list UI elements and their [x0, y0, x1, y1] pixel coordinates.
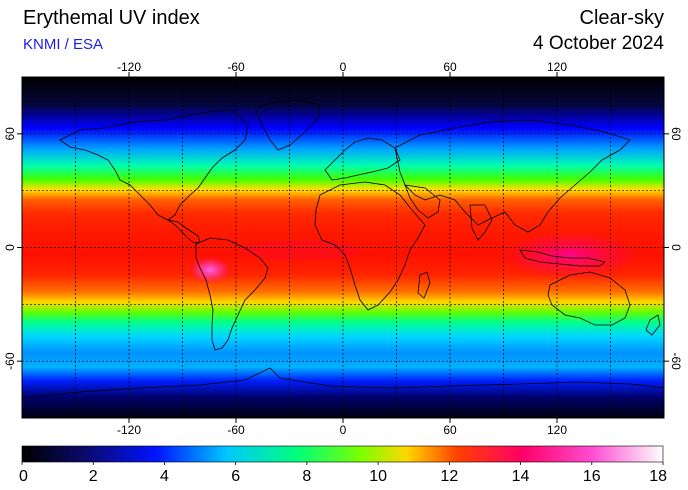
colorbar-label: 14 — [512, 468, 530, 485]
colorbar-frame — [21, 445, 664, 463]
arabia-coast — [404, 184, 441, 219]
colorbar: 0 2 4 6 8 10 12 14 16 18 — [19, 445, 667, 485]
india-coast — [469, 204, 493, 241]
map-title: Erythemal UV index — [23, 7, 200, 29]
indonesia-coast — [519, 249, 606, 267]
africa-coast — [314, 181, 426, 311]
colorbar-label: 18 — [649, 468, 667, 485]
bottom-lon-label: 60 — [443, 423, 457, 437]
data-credit: KNMI / ESA — [23, 36, 104, 53]
colorbar-label: 0 — [19, 468, 28, 485]
europe-coast — [324, 137, 401, 181]
right-lat-label: -60 — [669, 352, 683, 370]
bottom-lon-label: 120 — [547, 423, 567, 437]
bottom-lon-label: -60 — [227, 423, 245, 437]
graticule — [22, 77, 664, 418]
new-zealand-coast — [645, 314, 661, 336]
top-lon-label: 120 — [547, 60, 567, 74]
bottom-lon-label: 0 — [340, 423, 347, 437]
colorbar-label: 10 — [369, 468, 387, 485]
left-lat-label: 0 — [3, 244, 17, 251]
coastlines — [21, 99, 665, 399]
left-lat-label: 60 — [3, 127, 17, 141]
left-lat-label: -60 — [3, 352, 17, 370]
atlantic-uv-band — [240, 240, 360, 260]
top-lon-label: -120 — [117, 60, 141, 74]
bottom-lon-label: -120 — [117, 423, 141, 437]
colorbar-label: 6 — [231, 468, 240, 485]
axis-ticks: -120 -120 -60 -60 0 0 60 60 120 120 60 60 0 0 -60 -60 — [3, 60, 683, 437]
top-lon-label: -60 — [227, 60, 245, 74]
madagascar-coast — [417, 271, 431, 299]
colorbar-label: 8 — [302, 468, 311, 485]
colorbar-label: 2 — [89, 468, 98, 485]
asia-coast — [394, 119, 631, 233]
antarctica-coast — [21, 367, 665, 399]
colorbar-label: 16 — [583, 468, 601, 485]
andes-uv-peak — [188, 256, 232, 284]
maritime-continent-uv-peak — [500, 231, 640, 279]
top-lon-label: 0 — [340, 60, 347, 74]
right-lat-label: 60 — [669, 127, 683, 141]
right-lat-label: 0 — [669, 244, 683, 251]
colorbar-gradient — [22, 446, 663, 462]
australia-coast — [547, 271, 631, 326]
map-date: 4 October 2024 — [533, 33, 664, 54]
colorbar-labels: 0 2 4 6 8 10 12 14 16 18 — [19, 462, 667, 485]
colorbar-label: 4 — [160, 468, 169, 485]
north-america-coast — [59, 109, 249, 221]
top-lon-label: 60 — [443, 60, 457, 74]
colorbar-label: 12 — [440, 468, 458, 485]
south-america-coast — [195, 237, 269, 351]
greenland-coast — [254, 99, 321, 151]
sky-mode-label: Clear-sky — [579, 7, 664, 29]
